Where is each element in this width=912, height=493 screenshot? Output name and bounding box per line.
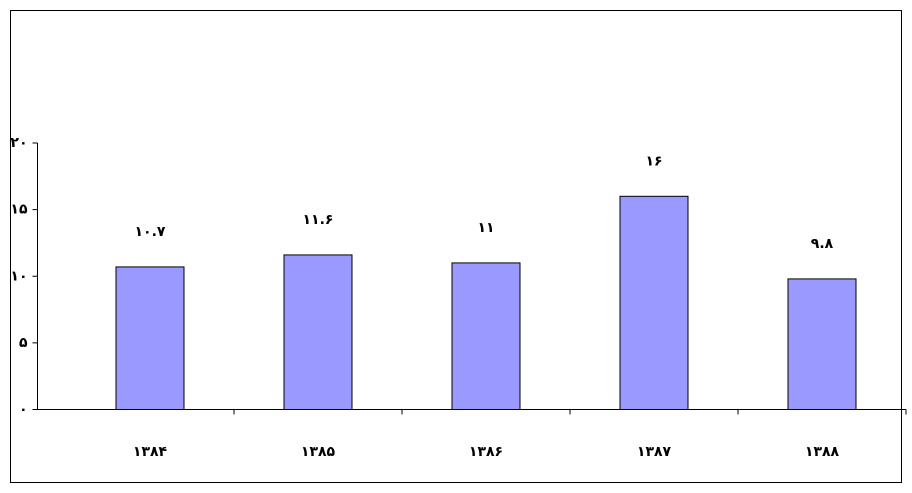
data-label: ۱۱.۶ — [303, 212, 334, 228]
y-tick-label: ۱۰ — [10, 268, 27, 284]
chart-border — [10, 10, 902, 483]
x-tick-label: ۱۳۸۷ — [637, 444, 672, 460]
data-label: ۱۱ — [477, 220, 494, 236]
data-label: ۱۶ — [645, 153, 662, 169]
x-tick-label: ۱۳۸۸ — [805, 444, 840, 460]
bar — [787, 278, 857, 411]
data-label: ۱۰.۷ — [135, 224, 166, 240]
bar — [451, 262, 521, 410]
y-tick-label: ۲۰ — [10, 135, 27, 151]
y-tick-label: ۱۵ — [10, 202, 28, 218]
y-tick-label: ۰ — [19, 402, 28, 418]
data-label: ۹.۸ — [811, 236, 834, 252]
bar — [115, 266, 185, 410]
x-tick-label: ۱۳۸۵ — [301, 444, 336, 460]
bar — [619, 195, 689, 410]
bar — [283, 254, 353, 410]
x-tick-label: ۱۳۸۴ — [133, 444, 168, 460]
x-tick-label: ۱۳۸۶ — [469, 444, 503, 460]
y-tick-label: ۵ — [19, 335, 28, 351]
